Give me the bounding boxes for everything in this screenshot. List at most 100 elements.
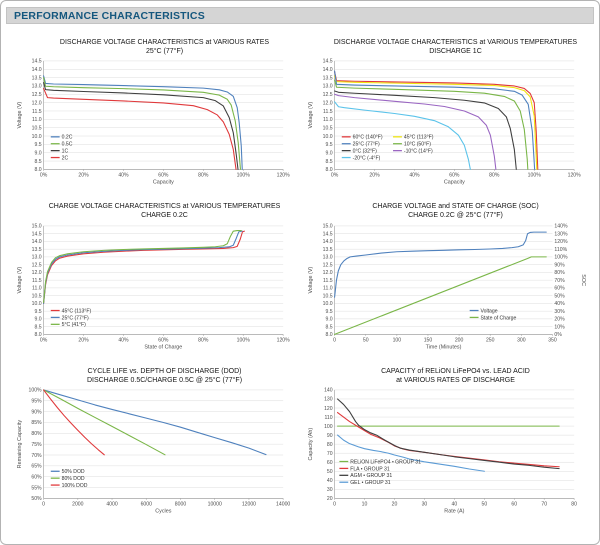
- svg-text:13.5: 13.5: [323, 246, 333, 252]
- svg-text:0.2C: 0.2C: [62, 135, 73, 141]
- svg-text:5°C (41°F): 5°C (41°F): [62, 322, 87, 328]
- svg-text:13.0: 13.0: [323, 254, 333, 260]
- svg-text:0: 0: [333, 337, 336, 343]
- svg-text:14.5: 14.5: [32, 59, 42, 65]
- svg-text:12.0: 12.0: [32, 101, 42, 107]
- svg-text:140: 140: [324, 388, 333, 394]
- svg-text:13.0: 13.0: [323, 84, 333, 90]
- svg-text:130: 130: [324, 397, 333, 403]
- svg-text:AGM • GROUP 31: AGM • GROUP 31: [350, 473, 392, 479]
- svg-text:Cycles: Cycles: [155, 509, 172, 515]
- svg-text:20: 20: [392, 501, 398, 507]
- svg-text:60°C (140°F): 60°C (140°F): [353, 135, 383, 141]
- svg-text:250: 250: [486, 337, 495, 343]
- chart-charge-voltage-various-temperatures: CHARGE VOLTAGE CHARACTERISTICS at VARIOU…: [14, 202, 295, 350]
- svg-text:15.0: 15.0: [323, 223, 333, 229]
- svg-text:60: 60: [327, 460, 333, 466]
- svg-text:100%: 100%: [237, 337, 251, 343]
- chart-canvas: 8.0 8.5 9.0 9.510.0 10.5 11.0 11.512.0 12.5 13.0…: [308, 223, 586, 350]
- svg-text:75%: 75%: [31, 442, 42, 448]
- svg-text:2000: 2000: [72, 501, 84, 507]
- svg-text:50% DOD: 50% DOD: [62, 469, 85, 475]
- svg-text:12.0: 12.0: [323, 270, 333, 276]
- svg-text:80: 80: [571, 501, 577, 507]
- svg-text:8.0: 8.0: [326, 167, 333, 173]
- svg-text:GEL • GROUP 31: GEL • GROUP 31: [350, 480, 391, 486]
- svg-text:11.5: 11.5: [32, 109, 42, 115]
- svg-text:25°C (77°F): 25°C (77°F): [353, 142, 380, 148]
- svg-text:9.5: 9.5: [326, 308, 333, 314]
- svg-text:10.0: 10.0: [32, 301, 42, 307]
- svg-text:20%: 20%: [78, 337, 89, 343]
- svg-text:8.0: 8.0: [35, 332, 42, 338]
- svg-text:80%: 80%: [489, 172, 500, 178]
- chart-subtitle: CHARGE 0.2C: [141, 212, 188, 220]
- svg-text:0%: 0%: [554, 332, 562, 338]
- svg-text:120%: 120%: [554, 239, 568, 245]
- chart-discharge-voltage-various-temperatures: DISCHARGE VOLTAGE CHARACTERISTICS at VAR…: [305, 38, 586, 186]
- svg-text:40: 40: [327, 478, 333, 484]
- svg-text:8.0: 8.0: [35, 167, 42, 173]
- svg-text:13.0: 13.0: [32, 84, 42, 90]
- svg-text:55%: 55%: [31, 485, 42, 491]
- svg-text:110%: 110%: [554, 246, 567, 252]
- svg-text:8.5: 8.5: [35, 324, 42, 330]
- svg-text:14.5: 14.5: [323, 231, 333, 237]
- svg-text:80%: 80%: [554, 270, 565, 276]
- chart-title: CHARGE VOLTAGE CHARACTERISTICS at VARIOU…: [48, 203, 281, 211]
- svg-text:100%: 100%: [237, 172, 251, 178]
- svg-text:200: 200: [455, 337, 464, 343]
- svg-text:40%: 40%: [554, 301, 565, 307]
- section-header-bar: PERFORMANCE CHARACTERISTICS: [6, 7, 594, 24]
- svg-text:20%: 20%: [78, 172, 89, 178]
- svg-text:65%: 65%: [31, 463, 42, 469]
- svg-text:10.0: 10.0: [32, 134, 42, 140]
- svg-text:8000: 8000: [175, 501, 187, 507]
- svg-text:8.5: 8.5: [326, 159, 333, 165]
- svg-text:12.0: 12.0: [32, 270, 42, 276]
- chart-subtitle: at VARIOUS RATES OF DISCHARGE: [396, 376, 515, 384]
- svg-text:50: 50: [363, 337, 369, 343]
- svg-text:100: 100: [324, 424, 333, 430]
- svg-text:Capacity (Ah): Capacity (Ah): [308, 427, 314, 460]
- svg-text:-20°C (-4°F): -20°C (-4°F): [353, 156, 381, 162]
- svg-text:90%: 90%: [31, 409, 42, 415]
- chart-subtitle: CHARGE 0.2C @ 25°C (77°F): [408, 212, 503, 220]
- svg-text:11.0: 11.0: [323, 117, 333, 123]
- svg-text:14.0: 14.0: [32, 67, 42, 73]
- section-title: PERFORMANCE CHARACTERISTICS: [14, 9, 205, 22]
- svg-text:12000: 12000: [242, 501, 256, 507]
- svg-text:60%: 60%: [158, 172, 169, 178]
- svg-text:12.5: 12.5: [323, 262, 333, 268]
- svg-text:50: 50: [481, 501, 487, 507]
- svg-text:Remaining Capacity: Remaining Capacity: [17, 420, 23, 469]
- chart-title: DISCHARGE VOLTAGE CHARACTERISTICS at VAR…: [59, 39, 270, 46]
- svg-text:Capacity: Capacity: [153, 180, 174, 186]
- chart-subtitle: DISCHARGE 0.5C/CHARGE 0.5C @ 25°C (77°F): [86, 376, 243, 384]
- svg-text:Time (Minutes): Time (Minutes): [426, 344, 462, 350]
- svg-text:10.5: 10.5: [323, 293, 333, 299]
- svg-text:50%: 50%: [31, 496, 42, 502]
- svg-text:100: 100: [393, 337, 402, 343]
- svg-text:0°C (32°F): 0°C (32°F): [353, 149, 378, 155]
- svg-text:9.5: 9.5: [35, 142, 42, 148]
- chart-canvas: 8.0 8.5 9.0 9.510.0 10.5 11.0 11.512.0 12.5 13.0…: [17, 223, 290, 350]
- svg-text:10.0: 10.0: [323, 134, 333, 140]
- chart-title: CYCLE LIFE vs. DEPTH OF DISCHARGE (DOD): [87, 367, 242, 375]
- svg-text:120%: 120%: [568, 172, 582, 178]
- svg-text:9.0: 9.0: [326, 151, 333, 157]
- svg-text:110: 110: [324, 415, 332, 421]
- svg-text:10.5: 10.5: [323, 126, 333, 132]
- chart-subtitle: DISCHARGE 1C: [429, 48, 482, 56]
- svg-text:50%: 50%: [554, 293, 565, 299]
- svg-text:20%: 20%: [554, 316, 565, 322]
- svg-text:40%: 40%: [118, 172, 129, 178]
- svg-text:State of Charge: State of Charge: [144, 344, 182, 350]
- svg-text:80: 80: [327, 442, 333, 448]
- charts-grid: DISCHARGE VOLTAGE CHARACTERISTICS at VAR…: [6, 24, 594, 515]
- svg-text:FLA • GROUP 31: FLA • GROUP 31: [350, 466, 390, 472]
- svg-text:Voltage (V): Voltage (V): [308, 102, 314, 129]
- svg-text:0%: 0%: [40, 337, 48, 343]
- svg-text:12.5: 12.5: [32, 92, 42, 98]
